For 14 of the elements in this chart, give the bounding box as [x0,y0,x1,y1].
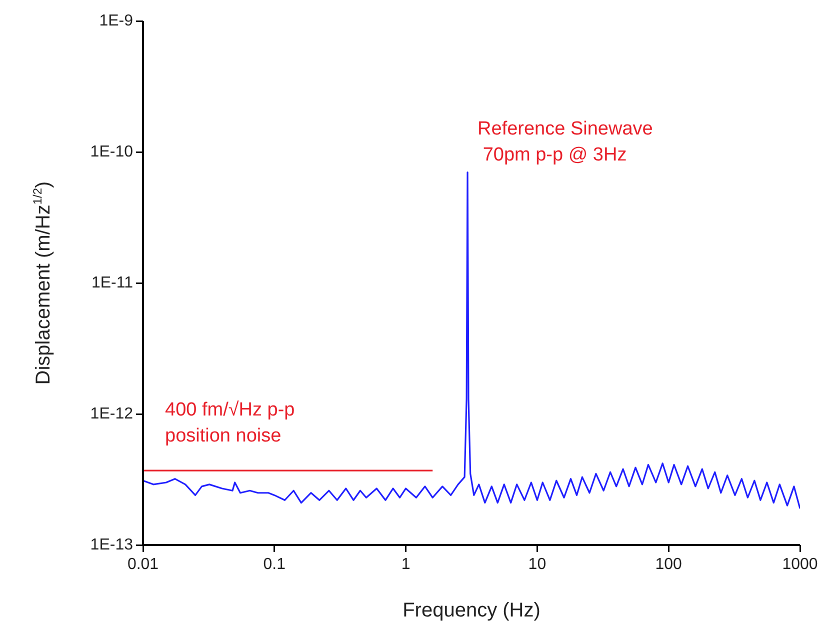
x-tick-label: 1 [401,556,410,574]
y-tick-label: 1E-13 [90,536,134,554]
y-tick-label: 1E-12 [90,405,134,422]
x-tick-label: 100 [655,556,682,574]
x-tick-label: 0.1 [263,556,286,574]
y-tick-label: 1E-10 [90,143,134,160]
x-tick-label: 0.01 [127,556,159,574]
x-tick-label: 1000 [782,556,818,574]
x-axis-title: Frequency (Hz) [402,600,540,622]
annotation: 400 fm/√Hz p-p position noise [165,400,295,447]
y-tick-label: 1E-9 [99,12,134,30]
y-tick-label: 1E-11 [91,274,134,292]
x-tick-label: 10 [528,556,546,574]
annotation: Reference Sinewave 70pm p-p @ 3Hz [478,118,653,166]
